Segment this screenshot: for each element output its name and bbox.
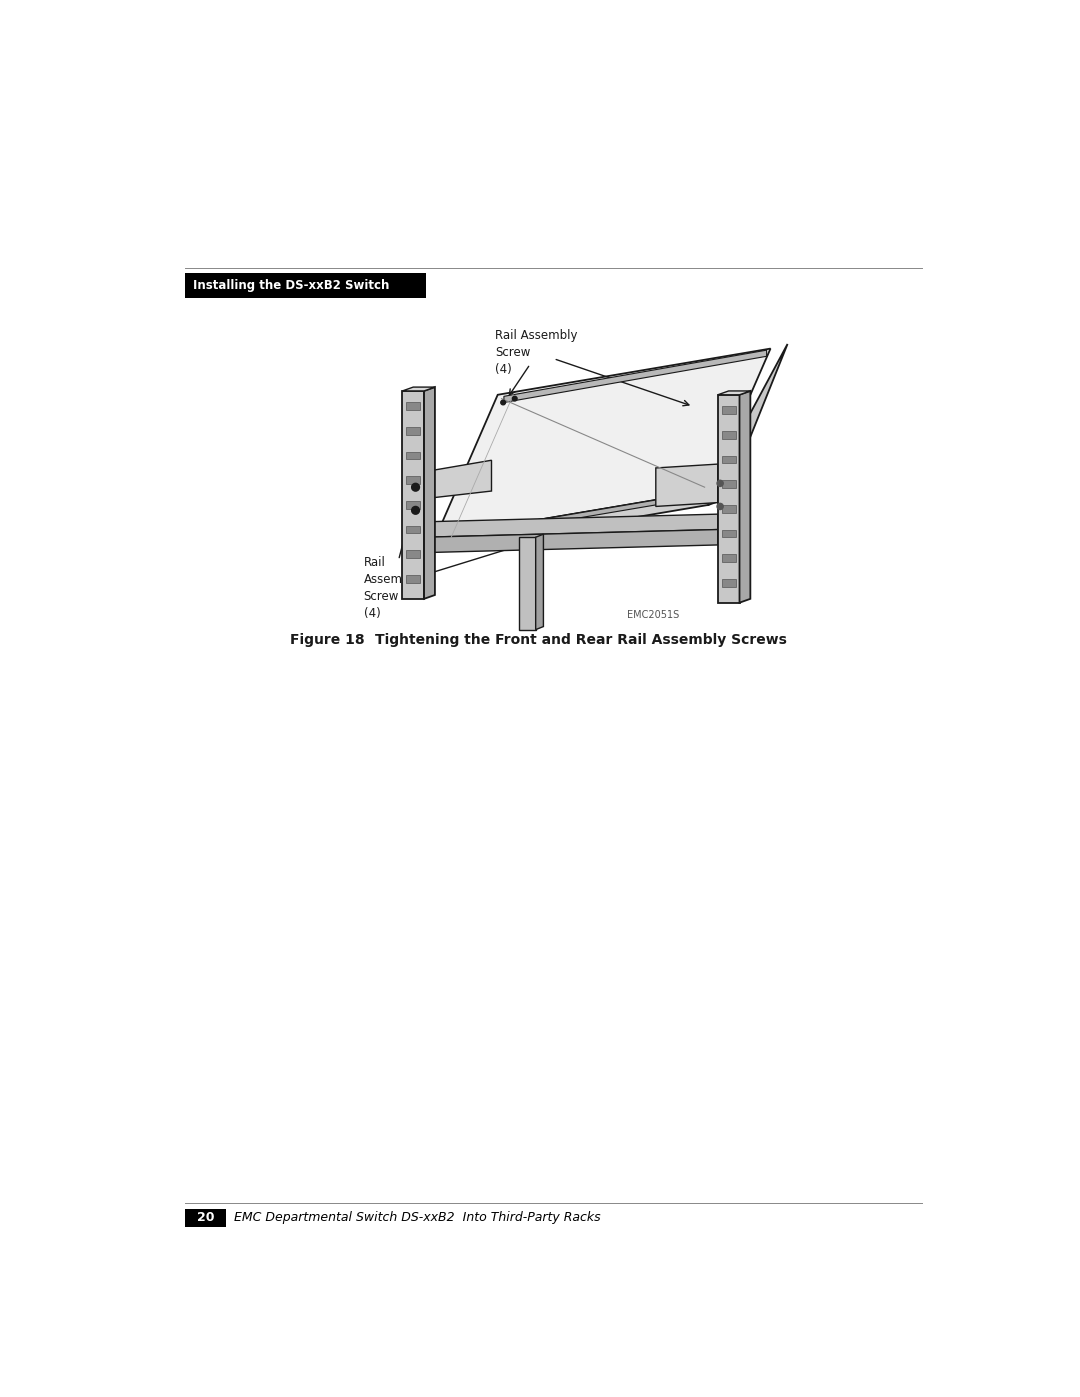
Bar xyxy=(406,402,420,411)
Bar xyxy=(406,451,420,460)
Text: 20: 20 xyxy=(197,1211,214,1224)
Bar xyxy=(406,576,420,583)
Bar xyxy=(406,525,420,534)
Circle shape xyxy=(411,507,419,514)
Polygon shape xyxy=(740,391,751,602)
Polygon shape xyxy=(708,344,787,504)
Bar xyxy=(721,529,735,538)
Text: Rail
Assembly
Screw
(4): Rail Assembly Screw (4) xyxy=(364,556,420,620)
Text: EMC2051S: EMC2051S xyxy=(627,610,679,620)
Circle shape xyxy=(411,483,419,490)
Bar xyxy=(721,481,735,488)
Bar xyxy=(186,274,426,298)
Polygon shape xyxy=(403,387,435,391)
Bar xyxy=(721,578,735,587)
Bar xyxy=(721,455,735,464)
Text: Installing the DS-xxB2 Switch: Installing the DS-xxB2 Switch xyxy=(193,279,390,292)
Polygon shape xyxy=(718,391,751,395)
Text: Rail Assembly
Screw
(4): Rail Assembly Screw (4) xyxy=(496,330,578,376)
Polygon shape xyxy=(424,460,491,499)
Polygon shape xyxy=(424,387,435,599)
Bar xyxy=(721,432,735,439)
Polygon shape xyxy=(504,351,767,402)
Polygon shape xyxy=(435,349,770,538)
Circle shape xyxy=(411,507,419,514)
Circle shape xyxy=(411,483,419,490)
Bar xyxy=(406,427,420,434)
Polygon shape xyxy=(424,529,718,553)
Bar xyxy=(406,550,420,557)
Circle shape xyxy=(512,397,517,401)
Bar xyxy=(406,476,420,485)
Polygon shape xyxy=(536,534,543,630)
Polygon shape xyxy=(403,391,424,599)
Text: Tightening the Front and Rear Rail Assembly Screws: Tightening the Front and Rear Rail Assem… xyxy=(375,633,787,647)
Bar xyxy=(721,407,735,414)
Polygon shape xyxy=(424,514,718,538)
Polygon shape xyxy=(518,538,536,630)
Text: EMC Departmental Switch DS-xxB2  Into Third-Party Racks: EMC Departmental Switch DS-xxB2 Into Thi… xyxy=(234,1211,600,1224)
Bar xyxy=(721,504,735,513)
Circle shape xyxy=(717,503,724,510)
Bar xyxy=(186,1208,226,1227)
Polygon shape xyxy=(718,395,740,602)
Polygon shape xyxy=(435,490,708,550)
Circle shape xyxy=(501,400,505,405)
Polygon shape xyxy=(445,489,729,539)
Polygon shape xyxy=(656,464,718,507)
Text: Figure 18: Figure 18 xyxy=(291,633,365,647)
Circle shape xyxy=(717,481,724,486)
Bar xyxy=(406,502,420,509)
Bar xyxy=(721,555,735,562)
